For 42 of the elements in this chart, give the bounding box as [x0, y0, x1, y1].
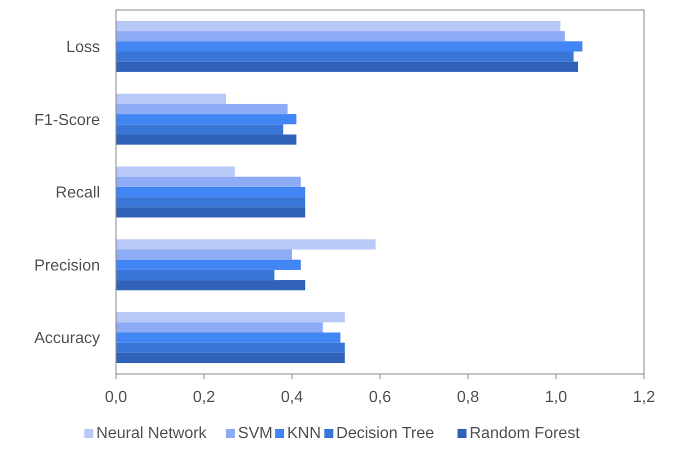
bar: [116, 166, 235, 177]
y-tick-label: Precision: [34, 257, 100, 274]
bar: [116, 270, 274, 280]
legend-label: Decision Tree: [336, 425, 434, 442]
bar: [116, 20, 560, 32]
bar: [116, 260, 301, 270]
legend-label: Random Forest: [470, 425, 580, 442]
bar: [116, 134, 296, 145]
bar: [116, 280, 306, 290]
x-tick-label: 0,2: [192, 389, 216, 406]
y-tick-label: F1-Score: [34, 112, 100, 129]
bar: [116, 104, 288, 114]
bar: [116, 94, 226, 104]
x-tick-label: 1,2: [632, 389, 656, 406]
bar: [116, 312, 345, 322]
bar: [116, 197, 306, 208]
x-tick-label: 0,4: [280, 389, 304, 406]
bar: [116, 250, 292, 260]
y-tick-label: Loss: [66, 39, 100, 56]
bar: [116, 342, 345, 353]
y-tick-label: Accuracy: [34, 330, 100, 348]
x-tick-label: 0,8: [456, 389, 480, 406]
bar: [116, 114, 296, 124]
bar: [116, 332, 340, 343]
bar: [116, 239, 376, 250]
bar: [116, 186, 306, 198]
bar: [116, 62, 578, 72]
bar: [116, 51, 574, 62]
x-tick-label: 0,0: [104, 389, 128, 406]
legend-label: KNN: [287, 425, 321, 442]
legend-label: SVM: [238, 425, 273, 442]
bar: [116, 124, 284, 134]
y-tick-label: Recall: [56, 184, 100, 202]
bar: [116, 31, 565, 42]
x-tick-label: 1,0: [544, 389, 568, 406]
bar: [116, 176, 301, 187]
legend-label: Neural Network: [96, 425, 208, 442]
bar: [116, 207, 306, 218]
bar: [116, 352, 345, 364]
bar: [116, 41, 582, 52]
x-tick-label: 0,6: [368, 389, 392, 406]
bar: [116, 322, 323, 333]
